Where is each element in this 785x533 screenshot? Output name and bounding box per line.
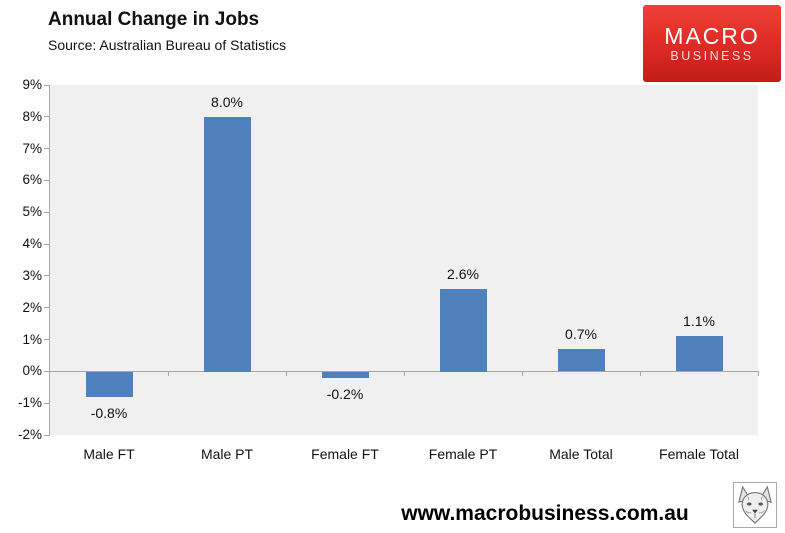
y-axis-label: 5% — [22, 204, 42, 220]
x-axis-tick — [404, 371, 405, 376]
y-axis-tick — [44, 370, 49, 372]
bar-value-label-female-total: 1.1% — [683, 313, 715, 329]
y-axis-tick — [44, 84, 49, 86]
footer-website-url: www.macrobusiness.com.au — [401, 502, 689, 525]
bar-male-total — [558, 349, 605, 371]
wolf-logo-icon — [733, 482, 777, 528]
y-axis-label: 1% — [22, 331, 42, 347]
x-axis-label-female-ft: Female FT — [311, 446, 379, 462]
logo-text-macro: MACRO — [664, 22, 760, 49]
y-axis-tick — [44, 243, 49, 245]
bar-male-ft — [86, 372, 133, 397]
x-axis-tick — [286, 371, 287, 376]
wolf-icon — [738, 485, 772, 524]
y-axis-label: 4% — [22, 236, 42, 252]
y-axis-label: 8% — [22, 108, 42, 124]
y-axis-tick — [44, 148, 49, 150]
chart-title: Annual Change in Jobs — [48, 9, 260, 30]
bar-female-pt — [440, 289, 487, 372]
y-axis-tick — [44, 179, 49, 181]
bar-value-label-female-pt: 2.6% — [447, 266, 479, 282]
y-axis-tick — [44, 339, 49, 341]
x-axis-tick — [640, 371, 641, 376]
x-axis-tick — [168, 371, 169, 376]
y-axis-label: -2% — [17, 427, 42, 442]
bar-value-label-male-total: 0.7% — [565, 326, 597, 342]
macrobusiness-logo: MACRO BUSINESS — [643, 5, 781, 82]
x-axis-label-female-total: Female Total — [659, 446, 739, 462]
bar-female-total — [676, 336, 723, 371]
bar-male-pt — [204, 117, 251, 372]
x-axis-label-male-ft: Male FT — [83, 446, 135, 462]
y-axis-tick — [44, 402, 49, 404]
y-axis-line — [49, 85, 50, 436]
x-axis-tick — [758, 371, 759, 376]
y-axis-tick — [44, 116, 49, 118]
bar-value-label-male-ft: -0.8% — [90, 405, 128, 421]
y-axis-label: 3% — [22, 267, 42, 283]
bar-value-label-male-pt: 8.0% — [211, 94, 243, 110]
chart-subtitle: Source: Australian Bureau of Statistics — [48, 37, 287, 53]
bar-value-label-female-ft: -0.2% — [326, 386, 364, 402]
x-axis-label-male-pt: Male PT — [200, 446, 254, 462]
y-axis-label: -1% — [17, 395, 42, 411]
x-axis-label-female-pt: Female PT — [428, 446, 498, 462]
y-axis-label: 7% — [22, 140, 42, 156]
logo-text-business: BUSINESS — [670, 48, 754, 63]
bar-female-ft — [322, 372, 369, 378]
y-axis-tick — [44, 275, 49, 277]
x-axis-tick — [522, 371, 523, 376]
x-axis-label-male-total: Male Total — [549, 446, 613, 462]
plot-area — [50, 85, 758, 435]
y-axis-tick — [44, 211, 49, 213]
y-axis-label: 6% — [22, 172, 42, 188]
y-axis-tick — [44, 434, 49, 436]
y-axis-label: 9% — [22, 77, 42, 92]
y-axis-label: 2% — [22, 299, 42, 315]
y-axis-label: 0% — [22, 363, 42, 379]
y-axis-tick — [44, 307, 49, 309]
